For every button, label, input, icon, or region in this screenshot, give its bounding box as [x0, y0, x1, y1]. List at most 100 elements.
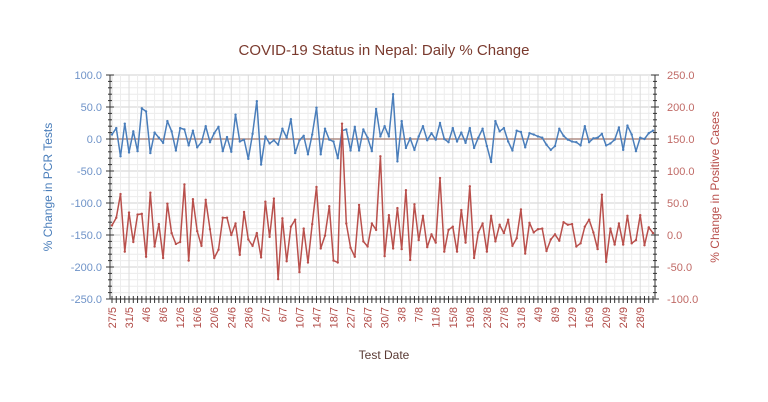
positive-cases-point [639, 213, 642, 217]
x-tick-label: 12/9 [567, 307, 579, 328]
pcr-tests-point [413, 148, 416, 152]
positive-cases-point [647, 226, 650, 229]
pcr-tests-point [621, 148, 625, 152]
positive-cases-point [251, 244, 254, 248]
pcr-tests-point [259, 163, 263, 166]
pcr-tests-point [302, 134, 305, 137]
x-tick-label: 11/8 [431, 307, 443, 328]
positive-cases-point [153, 245, 156, 248]
positive-cases-point [191, 197, 195, 201]
pcr-tests-point [417, 135, 420, 138]
x-tick-label: 23/8 [482, 307, 494, 328]
pcr-tests-point [545, 143, 548, 146]
grid [109, 74, 656, 300]
positive-cases-point [434, 241, 437, 244]
positive-cases-point [583, 225, 587, 228]
pcr-tests-point [123, 122, 126, 125]
positive-cases-point [345, 222, 348, 225]
pcr-tests-point [643, 137, 646, 141]
positive-cases-point [570, 222, 574, 226]
pcr-tests-point [170, 130, 173, 133]
pcr-tests-point [115, 126, 118, 130]
pcr-tests-point [161, 141, 165, 145]
pcr-tests-point [149, 151, 152, 155]
positive-cases-point [200, 244, 203, 248]
x-tick-label: 8/9 [550, 307, 562, 322]
positive-cases-point [379, 155, 382, 158]
x-tick-label: 14/7 [311, 307, 323, 328]
positive-cases-point [383, 254, 386, 258]
positive-cases-point [391, 247, 395, 250]
positive-cases-point [242, 210, 246, 214]
pcr-tests-point [230, 150, 233, 153]
positive-cases-point [468, 185, 472, 188]
pcr-tests-point [306, 153, 310, 156]
right-tick-label: 0.0 [667, 230, 682, 242]
pcr-tests-point [502, 126, 506, 130]
pcr-tests-point [549, 148, 552, 152]
positive-cases-point [651, 231, 655, 235]
positive-cases-point [404, 189, 408, 192]
positive-cases-point [328, 205, 331, 208]
pcr-tests-point [494, 119, 497, 123]
pcr-tests-point [609, 142, 612, 145]
pcr-tests-point [289, 117, 293, 121]
pcr-tests-point [140, 107, 144, 110]
positive-cases-point [221, 216, 224, 219]
x-tick-label: 24/9 [618, 307, 630, 328]
positive-cases-point [460, 208, 463, 212]
positive-cases-point [276, 277, 280, 281]
pcr-tests-point [132, 130, 135, 133]
positive-cases-point [132, 240, 135, 244]
positive-cases-point [396, 206, 399, 210]
pcr-tests-point [651, 129, 655, 132]
positive-cases-point [604, 260, 608, 264]
x-tick-label: 10/7 [294, 307, 306, 328]
x-tick-label: 27/8 [499, 307, 511, 328]
positive-cases-point [136, 213, 139, 216]
positive-cases-point [230, 233, 233, 237]
positive-cases-point [485, 250, 489, 253]
x-tick-label: 16/9 [584, 307, 596, 328]
pcr-tests-point [443, 137, 446, 141]
positive-cases-point [298, 270, 301, 274]
left-tick-label: 100.0 [74, 70, 102, 82]
x-tick-label: 22/7 [346, 307, 358, 328]
pcr-tests-point [204, 125, 207, 128]
pcr-tests-point [319, 153, 322, 156]
positive-cases-point [362, 240, 365, 243]
pcr-tests-point [562, 134, 565, 137]
pcr-tests-point [626, 124, 629, 127]
positive-cases-point [545, 249, 548, 253]
pcr-tests-point [400, 119, 403, 123]
positive-cases-point [613, 243, 616, 246]
pcr-tests-point [634, 149, 638, 153]
positive-cases-point [592, 231, 595, 234]
pcr-tests-point [647, 132, 650, 135]
pcr-tests-point [596, 136, 599, 139]
x-tick-label: 27/5 [107, 307, 119, 328]
left-tick-label: 0.0 [87, 134, 102, 146]
positive-cases-point [306, 261, 310, 264]
pcr-tests-point [293, 151, 297, 155]
pcr-tests-point [213, 132, 216, 135]
positive-cases-point [115, 216, 118, 219]
x-tick-label: 7/8 [414, 307, 426, 322]
pcr-tests-point [153, 131, 156, 134]
pcr-tests-point [515, 129, 518, 132]
left-tick-label: -200.0 [71, 262, 102, 274]
positive-cases-point [217, 248, 220, 251]
pcr-tests-point [438, 121, 442, 125]
pcr-tests-point [247, 157, 250, 161]
positive-cases-point [443, 250, 446, 253]
positive-cases-point [447, 228, 450, 232]
positive-cases-point [149, 191, 152, 194]
positive-cases-point [285, 260, 288, 263]
positive-cases-point [336, 261, 339, 264]
x-tick-label: 16/6 [192, 307, 204, 328]
positive-cases-point [455, 250, 459, 253]
positive-cases-point [464, 241, 467, 244]
positive-cases-point [174, 242, 178, 246]
positive-cases-point [234, 222, 237, 225]
